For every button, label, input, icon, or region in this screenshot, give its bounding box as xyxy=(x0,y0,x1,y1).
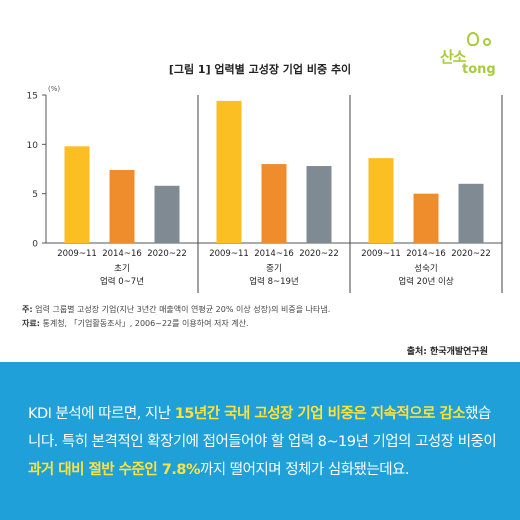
group-sublabel: 업력 0~7년 xyxy=(100,276,144,287)
bar xyxy=(413,193,439,243)
drop-icon xyxy=(467,32,479,46)
x-tick-label: 2009~11 xyxy=(361,249,401,259)
chart-note-text: 업력 그룹별 고성장 기업(지난 3년간 매출액이 연평균 20% 이상 성장)… xyxy=(35,305,331,314)
description-part-1: KDI 분석에 따르면, 지난 xyxy=(28,406,175,422)
x-tick-label: 2009~11 xyxy=(57,249,97,259)
bar xyxy=(216,100,242,243)
x-tick-label: 2014~16 xyxy=(102,249,142,259)
x-tick-label: 2014~16 xyxy=(406,249,446,259)
bar xyxy=(154,185,180,243)
description-panel: KDI 분석에 따르면, 지난 15년간 국내 고성장 기업 비중은 지속적으로… xyxy=(0,362,520,520)
y-tick-label: 15 xyxy=(27,92,38,102)
logo-text-sub: tong xyxy=(462,62,496,77)
y-tick-label: 10 xyxy=(27,141,39,151)
bar xyxy=(261,164,287,243)
santong-logo: 산소 tong xyxy=(440,32,510,92)
x-tick-label: 2014~16 xyxy=(254,249,294,259)
description-part-2: 했습니다. 특히 본격적인 확장기에 접어들어야 할 업력 8~19년 기업의 … xyxy=(28,406,497,450)
logo-text-main: 산소 xyxy=(440,48,467,66)
x-tick-label: 2020~22 xyxy=(451,249,491,259)
group-sublabel: 업력 20년 이상 xyxy=(398,276,454,287)
y-tick-label: 5 xyxy=(32,190,38,200)
bar xyxy=(306,166,332,243)
y-tick-label: 0 xyxy=(32,240,38,250)
attribution: 출처: 한국개발연구원 xyxy=(406,347,488,357)
chart-panel: [그림 1] 업력별 고성장 기업 비중 추이 (%) 0 5 10 15 2009~11 2… xyxy=(22,32,510,357)
description-part-3: 까지 떨어지며 정체가 심화됐는데요. xyxy=(199,462,410,478)
bar xyxy=(64,146,90,243)
group-sublabel: 업력 8~19년 xyxy=(249,276,299,287)
chart-note: 주: 업력 그룹별 고성장 기업(지난 3년간 매출액이 연평균 20% 이상 … xyxy=(22,304,330,315)
bar xyxy=(368,158,394,243)
chart-source: 자료: 통계청, 「기업활동조사」, 2006~22를 이용하여 저자 계산. xyxy=(22,318,249,329)
x-tick-label: 2020~22 xyxy=(147,249,187,259)
bar-chart: [그림 1] 업력별 고성장 기업 비중 추이 (%) 0 5 10 15 2009~11 2… xyxy=(27,62,503,293)
group-label: 초기 xyxy=(114,264,130,274)
description-text: KDI 분석에 따르면, 지난 15년간 국내 고성장 기업 비중은 지속적으로… xyxy=(28,400,498,484)
chart-title: [그림 1] 업력별 고성장 기업 비중 추이 xyxy=(169,62,351,76)
group-label: 중기 xyxy=(266,264,282,274)
group-label: 성숙기 xyxy=(414,264,437,274)
x-tick-label: 2020~22 xyxy=(299,249,339,259)
bar xyxy=(458,183,484,243)
description-highlight-2: 과거 대비 절반 수준인 7.8% xyxy=(28,462,200,478)
y-axis-unit: (%) xyxy=(48,85,60,93)
bubble-icon xyxy=(483,38,491,46)
description-highlight-1: 15년간 국내 고성장 기업 비중은 지속적으로 감소 xyxy=(174,406,466,422)
chart-note-prefix: 주: xyxy=(22,305,33,314)
chart-source-prefix: 자료: xyxy=(22,319,40,328)
bar xyxy=(109,169,135,243)
x-tick-label: 2009~11 xyxy=(209,249,249,259)
chart-source-text: 통계청, 「기업활동조사」, 2006~22를 이용하여 저자 계산. xyxy=(42,319,249,328)
